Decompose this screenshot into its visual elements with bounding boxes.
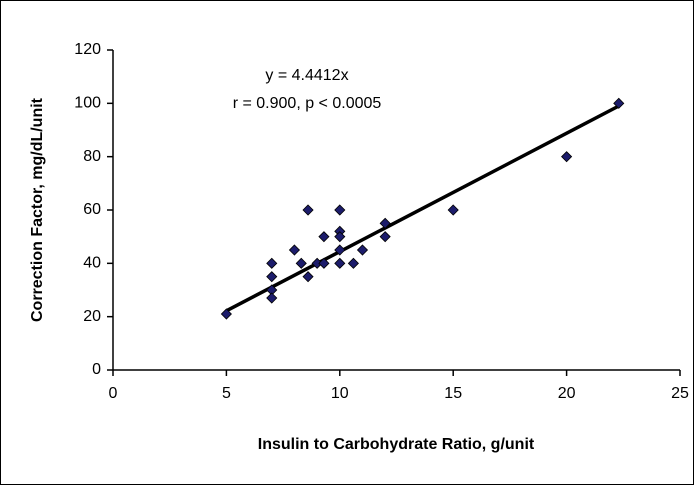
data-point [334, 231, 346, 243]
data-point [561, 151, 573, 163]
x-tick-label: 0 [109, 385, 118, 402]
data-point [334, 204, 346, 216]
data-point [447, 204, 459, 216]
y-tick-label: 120 [74, 41, 101, 58]
x-tick-label: 25 [671, 385, 689, 402]
data-point [288, 244, 301, 256]
x-tick-label: 5 [222, 385, 231, 402]
data-point [613, 97, 625, 109]
y-tick-label: 60 [83, 201, 101, 218]
x-axis-title: Insulin to Carbohydrate Ratio, g/unit [258, 436, 535, 453]
annotation: r = 0.900, p < 0.0005 [233, 95, 382, 112]
x-tick-label: 10 [331, 385, 349, 402]
data-point [334, 244, 346, 256]
y-tick-label: 0 [92, 361, 101, 378]
x-tick-label: 15 [444, 385, 462, 402]
data-point [318, 231, 330, 243]
y-axis-title: Correction Factor, mg/dL/unit [29, 97, 46, 322]
data-point [318, 257, 330, 269]
trendline [225, 104, 620, 313]
data-point [379, 231, 391, 243]
data-point [302, 204, 314, 216]
data-point [295, 257, 307, 269]
data-point [302, 271, 314, 283]
data-point [334, 257, 346, 269]
x-tick-label: 20 [558, 385, 576, 402]
y-tick-label: 20 [83, 308, 101, 325]
data-point [347, 257, 359, 269]
y-tick-label: 100 [74, 95, 101, 112]
data-point [266, 271, 278, 283]
data-point [266, 257, 278, 269]
data-point [379, 217, 391, 229]
data-point [266, 292, 278, 304]
y-tick-label: 40 [83, 255, 101, 272]
data-point [220, 308, 232, 320]
data-point [356, 244, 369, 256]
y-tick-label: 80 [83, 148, 101, 165]
annotation: y = 4.4412x [265, 67, 348, 84]
